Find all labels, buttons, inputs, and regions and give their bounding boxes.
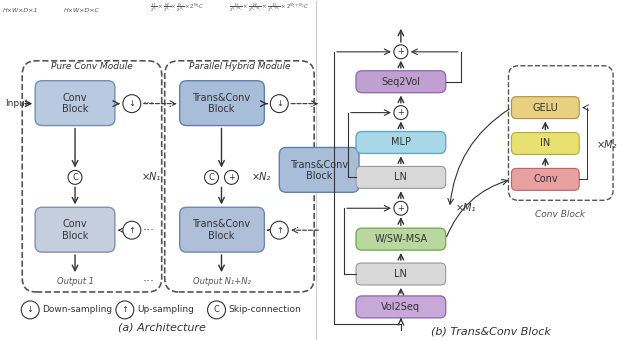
Circle shape — [21, 301, 39, 319]
Text: Vol2Seq: Vol2Seq — [381, 302, 420, 312]
FancyBboxPatch shape — [511, 97, 579, 119]
Text: Output N₁+N₂: Output N₁+N₂ — [193, 277, 250, 287]
FancyBboxPatch shape — [356, 71, 445, 93]
Text: ↑: ↑ — [122, 305, 129, 314]
Text: ↓: ↓ — [27, 305, 34, 314]
Circle shape — [394, 45, 408, 59]
Text: +: + — [228, 173, 235, 182]
Text: Up-sampling: Up-sampling — [137, 305, 194, 314]
FancyBboxPatch shape — [356, 166, 445, 188]
Text: LN: LN — [394, 269, 407, 279]
Text: ×M₁: ×M₁ — [456, 203, 476, 213]
Text: Skip-connection: Skip-connection — [228, 305, 301, 314]
Text: $\frac{H}{2^{N_1}}\times\frac{W}{2^{N_1}}\times\frac{D}{2^{N_1}}\times2^{N_1}C$: $\frac{H}{2^{N_1}}\times\frac{W}{2^{N_1}… — [150, 2, 204, 14]
Text: +: + — [397, 204, 404, 213]
FancyBboxPatch shape — [356, 296, 445, 318]
Text: C: C — [209, 173, 214, 182]
FancyBboxPatch shape — [180, 81, 264, 125]
Text: ↑: ↑ — [129, 226, 135, 235]
FancyBboxPatch shape — [356, 132, 445, 153]
Text: ×N₂: ×N₂ — [252, 172, 271, 182]
Text: Output 1: Output 1 — [56, 277, 93, 287]
Text: ···: ··· — [143, 224, 155, 237]
Text: C: C — [72, 173, 78, 182]
FancyBboxPatch shape — [511, 168, 579, 190]
Text: ···: ··· — [143, 97, 155, 110]
Text: Conv
Block: Conv Block — [62, 93, 88, 115]
Text: MLP: MLP — [391, 137, 411, 148]
Circle shape — [205, 170, 218, 184]
Text: IN: IN — [540, 138, 550, 149]
Circle shape — [123, 221, 141, 239]
Text: Parallel Hybrid Module: Parallel Hybrid Module — [189, 62, 290, 71]
Text: Conv: Conv — [533, 174, 557, 184]
Text: Trans&Conv
Block: Trans&Conv Block — [193, 93, 251, 115]
Text: W/SW-MSA: W/SW-MSA — [374, 234, 428, 244]
Text: GELU: GELU — [532, 103, 558, 113]
Circle shape — [116, 301, 134, 319]
Circle shape — [68, 170, 82, 184]
Text: Seq2Vol: Seq2Vol — [381, 77, 420, 87]
FancyBboxPatch shape — [356, 263, 445, 285]
Text: ↑: ↑ — [276, 226, 283, 235]
Circle shape — [123, 95, 141, 113]
Text: Trans&Conv
Block: Trans&Conv Block — [193, 219, 251, 241]
Text: Down-sampling: Down-sampling — [42, 305, 112, 314]
FancyBboxPatch shape — [279, 148, 359, 192]
Text: Pure Conv Module: Pure Conv Module — [51, 62, 133, 71]
Circle shape — [394, 201, 408, 215]
Circle shape — [225, 170, 239, 184]
Text: (a) Architecture: (a) Architecture — [118, 323, 205, 333]
FancyBboxPatch shape — [35, 207, 115, 252]
Text: Trans&Conv
Block: Trans&Conv Block — [290, 159, 348, 181]
Circle shape — [270, 221, 288, 239]
Text: Conv
Block: Conv Block — [62, 219, 88, 241]
Text: H×W×D×1: H×W×D×1 — [3, 8, 38, 14]
Text: $\frac{H}{2^{N_1+N_2}}\times\frac{W}{2^{N_1+N_2}}\times\frac{D}{2^{N_1+N_2}}\tim: $\frac{H}{2^{N_1+N_2}}\times\frac{W}{2^{… — [230, 2, 309, 14]
Text: ↓: ↓ — [129, 99, 135, 108]
Text: ×N₁: ×N₁ — [142, 172, 161, 182]
Text: H×W×D×C: H×W×D×C — [64, 8, 100, 14]
Text: ×M₂: ×M₂ — [596, 140, 616, 151]
FancyBboxPatch shape — [180, 207, 264, 252]
FancyBboxPatch shape — [35, 81, 115, 125]
Text: LN: LN — [394, 172, 407, 182]
Text: (b) Trans&Conv Block: (b) Trans&Conv Block — [431, 327, 550, 337]
Circle shape — [207, 301, 225, 319]
Text: Conv Block: Conv Block — [535, 210, 586, 219]
Text: +: + — [397, 108, 404, 117]
FancyBboxPatch shape — [356, 228, 445, 250]
Circle shape — [394, 106, 408, 120]
Text: ↓: ↓ — [276, 99, 283, 108]
Text: +: + — [397, 47, 404, 56]
Text: C: C — [214, 305, 220, 314]
Text: ···: ··· — [143, 275, 155, 289]
FancyBboxPatch shape — [511, 133, 579, 154]
Circle shape — [270, 95, 288, 113]
Text: Input: Input — [5, 99, 29, 108]
